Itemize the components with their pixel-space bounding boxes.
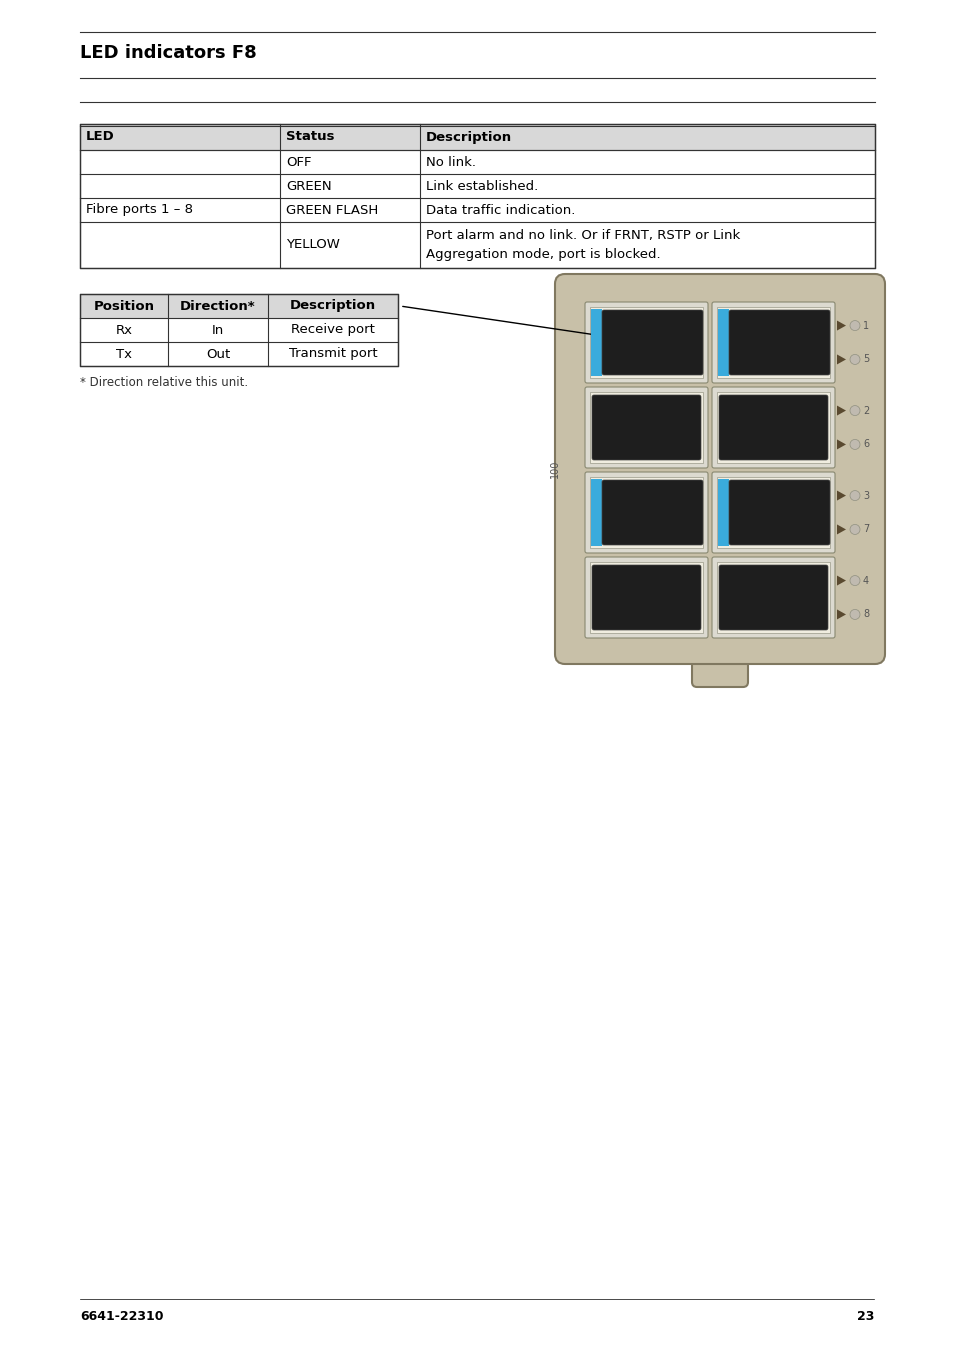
FancyBboxPatch shape (719, 395, 827, 460)
Text: 1: 1 (862, 321, 868, 330)
Bar (80, 125, 874, 150)
Polygon shape (836, 524, 845, 535)
FancyBboxPatch shape (584, 302, 707, 383)
Text: GREEN: GREEN (286, 180, 332, 192)
Text: Out: Out (206, 348, 230, 360)
Circle shape (849, 575, 859, 585)
Bar (590, 479, 601, 546)
FancyBboxPatch shape (711, 556, 834, 638)
Text: Direction*: Direction* (180, 299, 255, 313)
Bar (589, 477, 702, 548)
FancyBboxPatch shape (592, 395, 700, 460)
Text: 2: 2 (862, 406, 868, 416)
Text: OFF: OFF (286, 156, 312, 168)
Text: 4: 4 (862, 575, 868, 585)
Text: YELLOW: YELLOW (286, 238, 339, 252)
Text: 8: 8 (862, 609, 868, 619)
Text: Position: Position (93, 299, 154, 313)
Text: 23: 23 (856, 1311, 873, 1323)
Circle shape (849, 440, 859, 450)
FancyBboxPatch shape (601, 310, 702, 375)
Bar (717, 393, 829, 463)
Text: Description: Description (290, 299, 375, 313)
Text: Link established.: Link established. (426, 180, 537, 192)
FancyBboxPatch shape (601, 481, 702, 546)
Bar (80, 294, 397, 318)
Text: LED indicators F8: LED indicators F8 (80, 43, 256, 62)
Text: No link.: No link. (426, 156, 476, 168)
Bar (717, 477, 829, 548)
Polygon shape (836, 321, 845, 330)
Polygon shape (836, 440, 845, 450)
Text: GREEN FLASH: GREEN FLASH (286, 203, 377, 217)
Text: Transmit port: Transmit port (289, 348, 377, 360)
Text: 3: 3 (862, 490, 868, 501)
FancyBboxPatch shape (691, 639, 747, 686)
Circle shape (849, 490, 859, 501)
Polygon shape (836, 609, 845, 619)
FancyBboxPatch shape (728, 310, 829, 375)
Text: Port alarm and no link. Or if FRNT, RSTP or Link
Aggregation mode, port is block: Port alarm and no link. Or if FRNT, RSTP… (426, 229, 740, 261)
Text: 5: 5 (862, 355, 868, 364)
FancyBboxPatch shape (719, 565, 827, 630)
Text: 6641-22310: 6641-22310 (80, 1311, 163, 1323)
Bar (717, 562, 829, 634)
FancyBboxPatch shape (711, 302, 834, 383)
FancyBboxPatch shape (584, 387, 707, 468)
FancyBboxPatch shape (584, 473, 707, 552)
Bar (589, 307, 702, 378)
Bar (590, 309, 601, 376)
Circle shape (849, 524, 859, 535)
Text: Receive port: Receive port (291, 324, 375, 337)
Circle shape (849, 406, 859, 416)
Text: LED: LED (86, 130, 114, 144)
FancyBboxPatch shape (728, 481, 829, 546)
Bar (718, 479, 728, 546)
FancyBboxPatch shape (555, 274, 884, 663)
Circle shape (849, 609, 859, 619)
Polygon shape (836, 406, 845, 416)
Polygon shape (836, 575, 845, 585)
Text: 7: 7 (862, 524, 868, 535)
FancyBboxPatch shape (711, 473, 834, 552)
Text: * Direction relative this unit.: * Direction relative this unit. (80, 376, 248, 389)
Text: Fibre ports 1 – 8: Fibre ports 1 – 8 (86, 203, 193, 215)
Text: In: In (212, 324, 224, 337)
Bar (717, 307, 829, 378)
FancyBboxPatch shape (584, 556, 707, 638)
Polygon shape (836, 490, 845, 501)
FancyBboxPatch shape (592, 565, 700, 630)
Text: Rx: Rx (115, 324, 132, 337)
Bar (80, 125, 874, 268)
Text: 6: 6 (862, 440, 868, 450)
Bar (80, 294, 397, 366)
Text: Description: Description (426, 130, 512, 144)
FancyBboxPatch shape (711, 387, 834, 468)
Text: Tx: Tx (116, 348, 132, 360)
Circle shape (849, 355, 859, 364)
Text: 100: 100 (550, 460, 559, 478)
Bar (718, 309, 728, 376)
Bar (589, 393, 702, 463)
Text: Data traffic indication.: Data traffic indication. (426, 203, 575, 217)
Text: Status: Status (286, 130, 335, 144)
Polygon shape (836, 355, 845, 364)
Bar (589, 562, 702, 634)
Circle shape (849, 321, 859, 330)
